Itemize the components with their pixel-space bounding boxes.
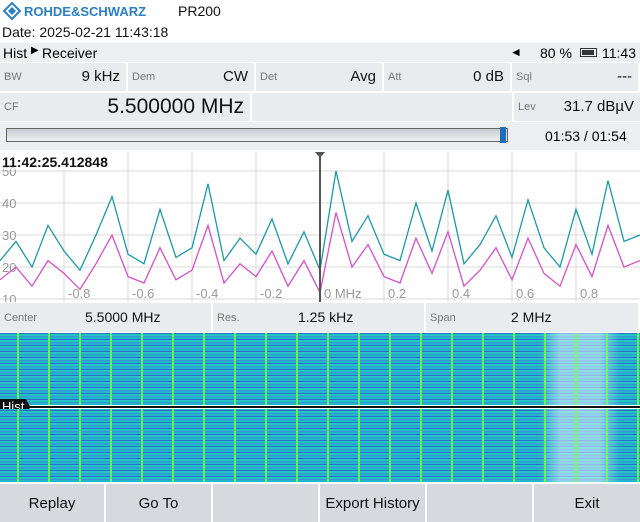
waterfall-live <box>0 333 640 405</box>
param-value: 9 kHz <box>81 68 120 85</box>
clock: 11:43 <box>602 45 636 61</box>
y-tick-label: 30 <box>2 228 16 243</box>
softkey[interactable]: Go To <box>106 484 213 522</box>
param-cell: Det Avg <box>256 63 384 91</box>
span-value: 5.5000 MHz <box>85 309 161 325</box>
span-cell: Span 2 MHz <box>426 303 640 332</box>
progress-handle[interactable] <box>500 127 506 143</box>
span-label: Res. <box>217 312 240 324</box>
param-label: Sql <box>516 71 532 83</box>
waterfall-history <box>0 409 640 482</box>
y-tick-label: 40 <box>2 196 16 211</box>
center-marker-head <box>315 152 325 158</box>
x-tick-label: -0.4 <box>196 286 218 301</box>
span-row: Center 5.5000 MHz Res. 1.25 kHz Span 2 MHz <box>0 303 640 332</box>
x-tick-label: -0.2 <box>260 286 282 301</box>
param-cell: BW 9 kHz <box>0 63 128 91</box>
span-cell: Res. 1.25 kHz <box>213 303 426 332</box>
lev-label: Lev <box>518 101 536 113</box>
progress-bar[interactable] <box>6 128 508 142</box>
softkey-bar: Replay Go To Export History Exit <box>0 484 640 522</box>
param-cell: Sql --- <box>512 63 640 91</box>
softkey[interactable]: Exit <box>534 484 640 522</box>
date: Date: 2025-02-21 11:43:18 <box>2 24 169 40</box>
span-value: 2 MHz <box>511 309 552 325</box>
lev-cell: Lev 31.7 dBµV <box>514 93 640 121</box>
cf-row: CF 5.500000 MHz Lev 31.7 dBµV <box>0 93 640 121</box>
param-value: --- <box>617 68 632 85</box>
timestamp: 11:42:25.412848 <box>2 154 108 170</box>
param-label: Att <box>388 71 402 83</box>
x-tick-label: 0 MHz <box>324 286 362 301</box>
span-label: Span <box>430 312 456 324</box>
param-label: Dem <box>132 71 156 83</box>
x-tick-label: 0.4 <box>452 286 470 301</box>
param-value: Avg <box>350 68 376 85</box>
softkey-blank <box>427 484 534 522</box>
x-tick-label: 0.8 <box>580 286 598 301</box>
x-tick-label: -0.8 <box>68 286 90 301</box>
battery: 80 % <box>540 45 572 61</box>
status-bar: Hist ▶ Receiver ◄ 80 % 11:43 <box>0 43 640 62</box>
param-cell: Dem CW <box>128 63 256 91</box>
brand: ROHDE&SCHWARZ <box>24 4 147 19</box>
param-label: BW <box>4 71 22 83</box>
hist-divider <box>0 406 640 408</box>
softkey[interactable]: Export History <box>320 484 427 522</box>
x-tick-label: -0.6 <box>132 286 154 301</box>
param-value: 0 dB <box>473 68 504 85</box>
param-label: Det <box>260 71 278 83</box>
param-value: CW <box>223 68 248 85</box>
playback-time: 01:53 / 01:54 <box>545 128 627 144</box>
span-cell: Center 5.5000 MHz <box>0 303 213 332</box>
page: Receiver <box>42 45 98 61</box>
cf-value: 5.500000 MHz <box>107 95 244 118</box>
softkey-blank <box>213 484 320 522</box>
cf-label: CF <box>4 101 19 113</box>
x-tick-label: 0.2 <box>388 286 406 301</box>
model: PR200 <box>178 3 221 19</box>
mode: Hist <box>3 45 28 61</box>
cf-cell: CF 5.500000 MHz <box>0 93 252 121</box>
y-tick-label: 10 <box>2 292 16 302</box>
softkey[interactable]: Replay <box>0 484 106 522</box>
param-cell: Att 0 dB <box>384 63 512 91</box>
span-label: Center <box>4 312 38 324</box>
y-tick-label: 20 <box>2 260 16 275</box>
lev-value: 31.7 dBµV <box>563 98 634 115</box>
x-tick-label: 0.6 <box>516 286 534 301</box>
params-row: BW 9 kHz Dem CW Det Avg Att 0 dB Sql --- <box>0 63 640 91</box>
blank-cell <box>252 93 514 121</box>
playback-bar: 01:53 / 01:54 <box>0 122 640 150</box>
span-value: 1.25 kHz <box>298 309 354 325</box>
header: ROHDE&SCHWARZ PR200 <box>0 0 640 22</box>
battery-icon <box>580 48 597 57</box>
separator: ▶ <box>31 45 39 56</box>
logo <box>3 2 21 20</box>
speaker-icon: ◄ <box>510 45 522 59</box>
